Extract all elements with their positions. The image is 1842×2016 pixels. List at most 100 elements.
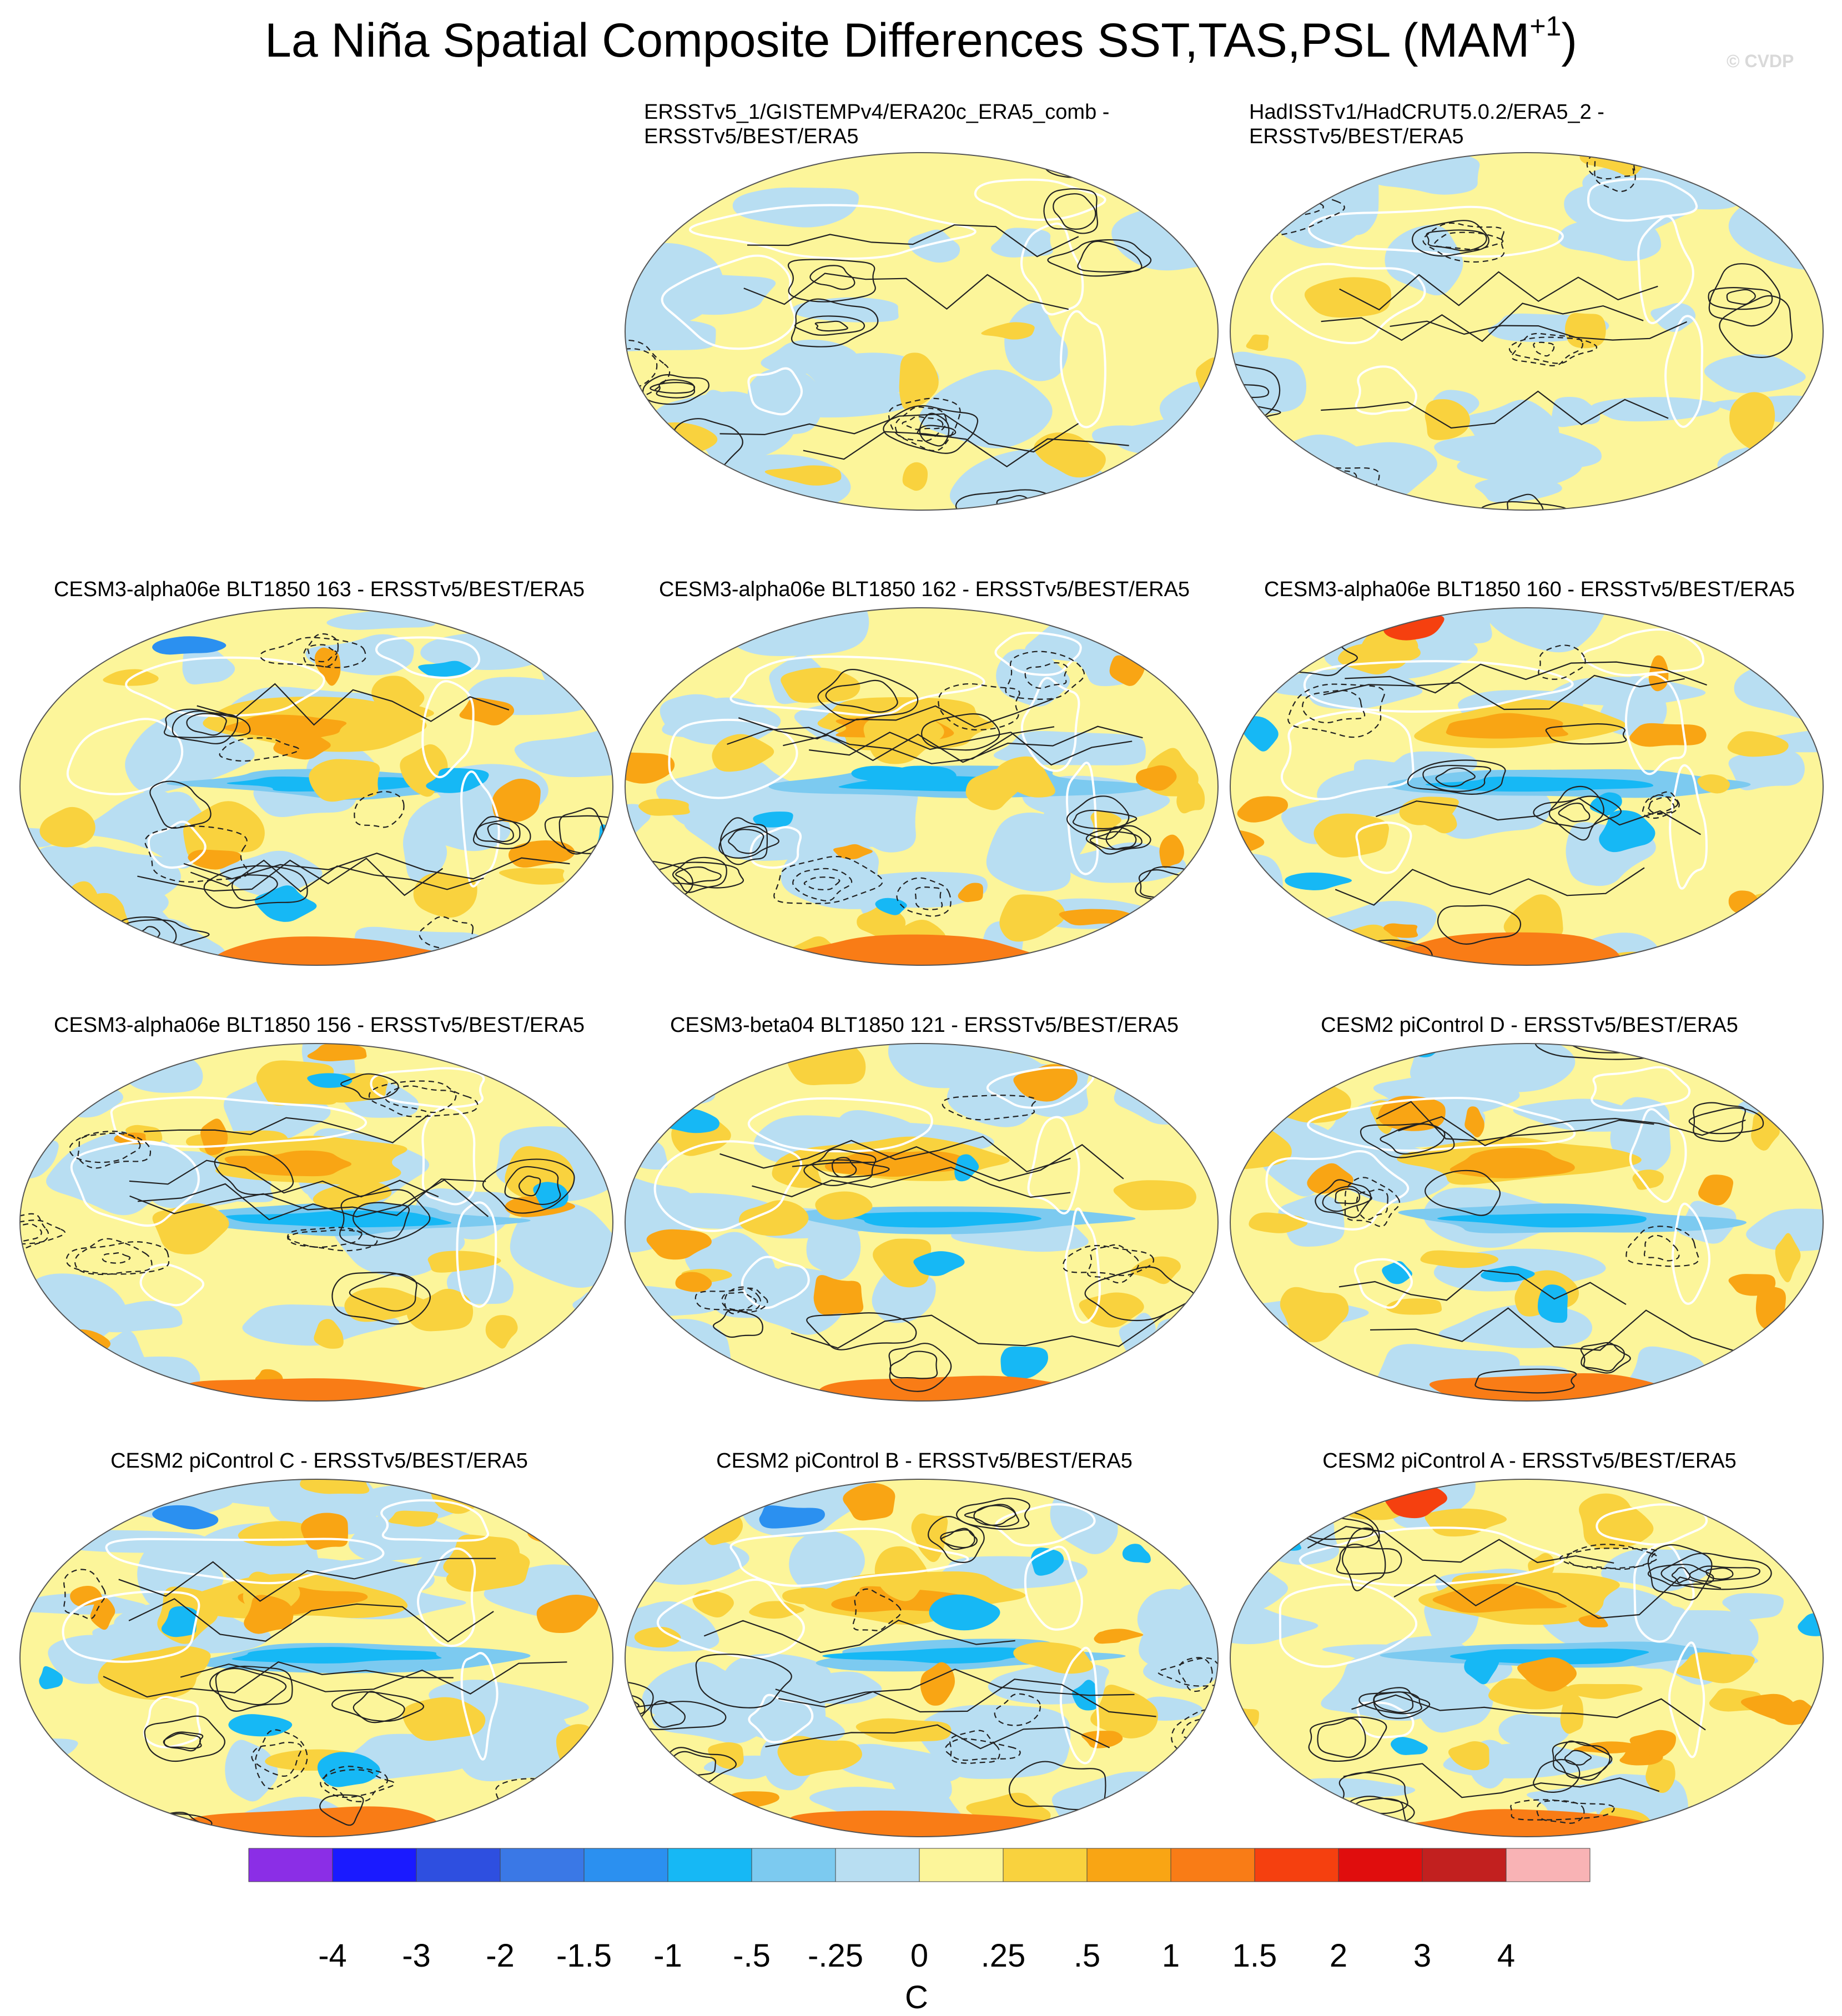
anomaly-region [556, 1087, 613, 1123]
coastline [1270, 263, 1426, 345]
anomaly-region [536, 1595, 599, 1634]
coastline [1307, 1097, 1576, 1152]
map-panel: CESM2 piControl C - ERSSTv5/BEST/ERA5 [17, 1427, 622, 1848]
anomaly-region [1675, 1652, 1755, 1684]
anomaly-region [300, 1479, 370, 1494]
panel-title: CESM2 piControl C - ERSSTv5/BEST/ERA5 [110, 1449, 528, 1473]
psl-contour [1407, 759, 1506, 795]
psl-contour [940, 1529, 975, 1549]
anomaly-region [875, 898, 907, 915]
psl-contour [331, 1272, 431, 1325]
coastline [741, 1256, 810, 1309]
anomaly-region [175, 1806, 462, 1837]
coastline [1024, 1545, 1083, 1631]
psl-contour [650, 382, 696, 394]
anomaly-region [596, 1044, 613, 1067]
anomaly-region [625, 752, 675, 784]
psl-contour [1693, 1102, 1746, 1142]
anomaly-region [1425, 1508, 1507, 1537]
anomaly-region [646, 1229, 712, 1260]
anomaly-region [1591, 397, 1720, 422]
psl-contour [1373, 1687, 1431, 1719]
psl-contour [1370, 1307, 1739, 1353]
anomaly-region [1337, 642, 1421, 675]
coastline [994, 631, 1082, 676]
anomaly-region [855, 1718, 952, 1742]
coastline [1307, 205, 1564, 258]
map-panel: HadISSTv1/HadCRUT5.0.2/ERA5_2 - ERSSTv5/B… [1227, 100, 1832, 522]
anomaly-region [20, 1772, 77, 1837]
psl-contour [203, 865, 308, 909]
psl-contour [149, 780, 212, 829]
anomaly-region [20, 1353, 84, 1401]
psl-contour [1247, 1044, 1300, 1066]
psl-contour [1398, 1116, 1746, 1147]
psl-contour [1787, 1061, 1823, 1115]
anomaly-region [426, 768, 489, 793]
map-svg [625, 607, 1219, 966]
coastline [66, 718, 184, 795]
psl-contour [1343, 1763, 1660, 1798]
psl-contour [794, 315, 865, 336]
anomaly-region [307, 1044, 367, 1061]
coastline [105, 1538, 385, 1585]
colorbar-box [667, 1848, 752, 1882]
anomaly-region [1125, 154, 1218, 179]
psl-contour [803, 1148, 877, 1186]
map-panel: CESM3-alpha06e BLT1850 156 - ERSSTv5/BES… [17, 991, 622, 1413]
psl-contour [42, 1788, 120, 1821]
anomaly-region [1114, 936, 1163, 965]
anomaly-region [1733, 1479, 1823, 1530]
psl-contour [1390, 320, 1688, 341]
psl-contour [973, 1505, 1016, 1526]
anomaly-region [1237, 796, 1289, 823]
anomaly-region [1153, 1479, 1217, 1498]
coastline [370, 1067, 485, 1108]
psl-contour [1144, 1370, 1204, 1401]
anomaly-region [1464, 1654, 1501, 1685]
coastline [460, 1652, 499, 1761]
psl-contour [625, 348, 658, 390]
psl-contour [817, 669, 919, 721]
anomaly-region [1230, 1606, 1318, 1645]
anomaly-region [1232, 885, 1269, 914]
anomaly-region [1159, 834, 1184, 868]
anomaly-region [815, 1191, 873, 1220]
psl-contour [102, 1252, 131, 1264]
anomaly-region [1420, 1250, 1499, 1268]
psl-contour [1533, 1758, 1581, 1793]
psl-contour [214, 1149, 294, 1196]
anomaly-region [749, 1601, 804, 1619]
anomaly-region [996, 649, 1070, 707]
colorbar-tick-label: 2 [1329, 1938, 1348, 1974]
anomaly-region [1230, 1352, 1318, 1401]
map-svg [625, 1479, 1219, 1837]
anomaly-region [20, 1738, 78, 1763]
psl-contour [128, 1598, 494, 1643]
map-outline [1230, 1479, 1824, 1837]
anomaly-region [137, 1535, 224, 1607]
psl-contour [518, 1175, 541, 1197]
psl-contour [137, 858, 444, 896]
psl-contour [727, 726, 1055, 764]
anomaly-region [627, 468, 746, 510]
anomaly-region [990, 228, 1053, 258]
anomaly-region [187, 1378, 450, 1401]
panel-title: CESM2 piControl A - ERSSTv5/BEST/ERA5 [1322, 1449, 1737, 1473]
psl-contour [1511, 332, 1583, 366]
map-panel: CESM3-alpha06e BLT1850 163 - ERSSTv5/BES… [17, 555, 622, 977]
anomaly-region [1013, 1064, 1078, 1102]
anomaly-region [888, 1044, 1010, 1088]
psl-contour [921, 713, 1000, 751]
colorbar-box [1086, 1848, 1171, 1882]
map-svg [1230, 1479, 1824, 1837]
coastline [688, 204, 977, 260]
anomaly-region [1645, 1755, 1675, 1793]
anomaly-region [554, 1797, 613, 1821]
psl-contour [320, 1769, 395, 1798]
coastline [375, 636, 481, 679]
psl-contour [721, 1292, 757, 1311]
coastline [747, 1097, 933, 1153]
anomaly-region [1230, 691, 1255, 725]
psl-contour [1508, 336, 1598, 364]
